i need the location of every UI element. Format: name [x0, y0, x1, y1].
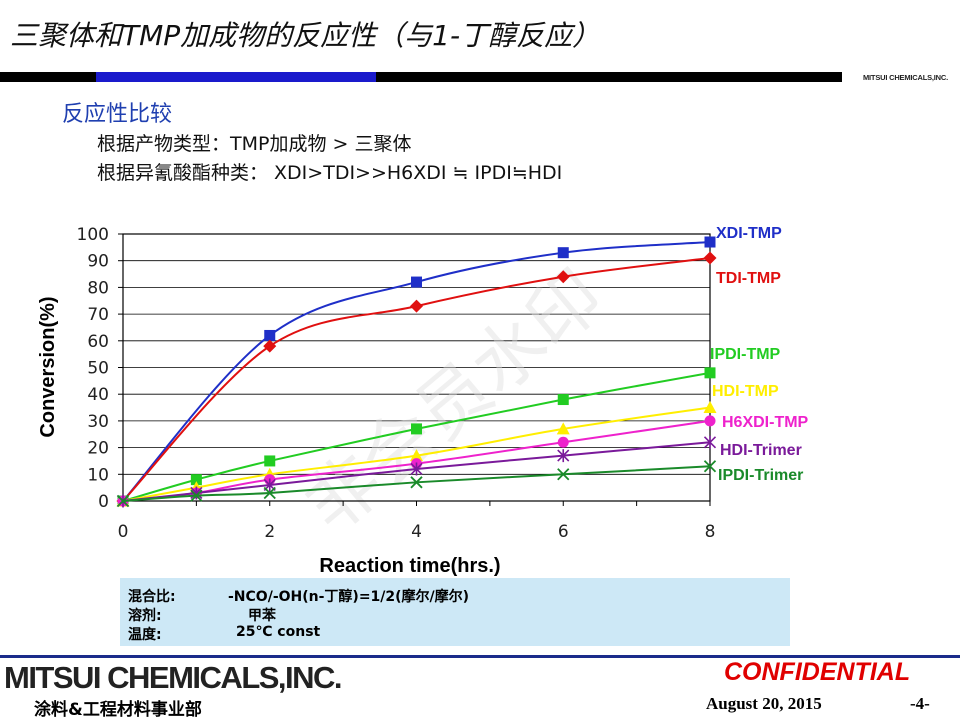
- series-lines: [116, 236, 717, 508]
- data-point: [116, 494, 130, 508]
- department-name: 涂料&工程材料事业部: [34, 700, 202, 720]
- conditions-box: 混合比: -NCO/-OH(n-丁醇)=1/2(摩尔/摩尔) 溶剂: 甲苯 温度…: [120, 578, 790, 646]
- data-point: [703, 435, 717, 449]
- series-label: IPDI-Trimer: [718, 467, 803, 484]
- data-point: [557, 449, 570, 463]
- y-tick-label: 90: [87, 252, 109, 272]
- data-point: [556, 422, 570, 435]
- series-label: IPDI-TMP: [710, 346, 781, 363]
- footer-rule: [0, 655, 960, 658]
- data-point: [264, 329, 276, 341]
- data-point: [557, 247, 569, 259]
- slide-date: August 20, 2015: [706, 694, 822, 713]
- data-point: [190, 489, 203, 502]
- slide-title: 三聚体和TMP加成物的反应性（与1-丁醇反应）: [10, 19, 601, 52]
- y-tick-label: 70: [87, 305, 109, 325]
- data-point: [410, 476, 423, 489]
- data-point: [557, 436, 569, 448]
- series-labels: XDI-TMP TDI-TMP IPDI-TMP HDI-TMP H6XDI-TMP HD…: [710, 225, 809, 484]
- solvent-value: 甲苯: [248, 608, 276, 624]
- data-point: [703, 460, 717, 473]
- ratio-value: -NCO/-OH(n-丁醇)=1/2(摩尔/摩尔): [228, 589, 470, 605]
- x-tick-label: 0: [118, 522, 129, 542]
- data-point: [557, 468, 570, 481]
- data-point: [704, 367, 716, 379]
- series-label: XDI-TMP: [716, 225, 782, 242]
- data-point: [410, 299, 423, 313]
- comparison-line-1: 根据产物类型：TMP加成物 > 三聚体: [97, 133, 412, 155]
- data-point: [263, 486, 276, 500]
- data-point: [704, 415, 716, 427]
- data-point: [411, 276, 422, 288]
- temperature-value: 25℃ const: [236, 624, 321, 640]
- data-point: [264, 455, 276, 467]
- data-point: [410, 462, 423, 476]
- x-axis-label: Reaction time(hrs.): [319, 555, 500, 577]
- y-tick-label: 80: [87, 278, 109, 298]
- header-bar-accent: [96, 72, 376, 82]
- x-tick-label: 8: [705, 522, 716, 542]
- data-point: [556, 270, 570, 284]
- y-tick-label: 100: [77, 225, 109, 245]
- y-tick-label: 0: [98, 492, 109, 512]
- series-ipdi-trimer: [116, 460, 717, 508]
- data-point: [704, 236, 716, 248]
- y-tick-label: 40: [87, 385, 109, 405]
- section-subtitle: 反应性比较: [62, 102, 173, 127]
- y-tick-label: 10: [87, 465, 109, 485]
- x-tick-label: 2: [264, 522, 275, 542]
- series-label: HDI-Trimer: [720, 442, 802, 459]
- comparison-line-2: 根据异氰酸酯种类： XDI>TDI>>H6XDI ≒ IPDI≒HDI: [97, 162, 563, 184]
- company-logo: MITSUI CHEMICALS,INC.: [4, 660, 343, 695]
- brand-small-text: MITSUI CHEMICALS,INC.: [863, 73, 948, 82]
- confidential-label: CONFIDENTIAL: [724, 658, 911, 686]
- data-point: [557, 394, 569, 406]
- solvent-label: 溶剂:: [128, 608, 162, 624]
- series-tdi-tmp: [116, 251, 717, 508]
- data-point: [190, 474, 202, 486]
- data-point: [410, 449, 423, 462]
- y-axis-label: Conversion(%): [37, 296, 59, 437]
- series-label: TDI-TMP: [716, 270, 781, 287]
- page-number: -4-: [910, 694, 930, 713]
- temperature-label: 温度:: [128, 627, 162, 643]
- y-tick-label: 50: [87, 359, 109, 379]
- series-label: H6XDI-TMP: [722, 414, 809, 431]
- data-point: [263, 339, 277, 353]
- x-tick-label: 6: [558, 522, 569, 542]
- series-label: HDI-TMP: [712, 383, 779, 400]
- x-tick-label: 4: [411, 522, 422, 542]
- data-point: [703, 251, 717, 265]
- y-tick-label: 60: [87, 332, 109, 352]
- y-tick-label: 30: [87, 412, 109, 432]
- header-bar: [0, 72, 842, 82]
- data-point: [411, 423, 422, 435]
- data-point: [703, 401, 717, 414]
- ratio-label: 混合比:: [128, 589, 176, 605]
- axis-ticks: 0 10 20 30 40 50 60 70 80 90 100 0 2 4 6 8: [77, 225, 716, 542]
- y-tick-label: 20: [87, 439, 109, 459]
